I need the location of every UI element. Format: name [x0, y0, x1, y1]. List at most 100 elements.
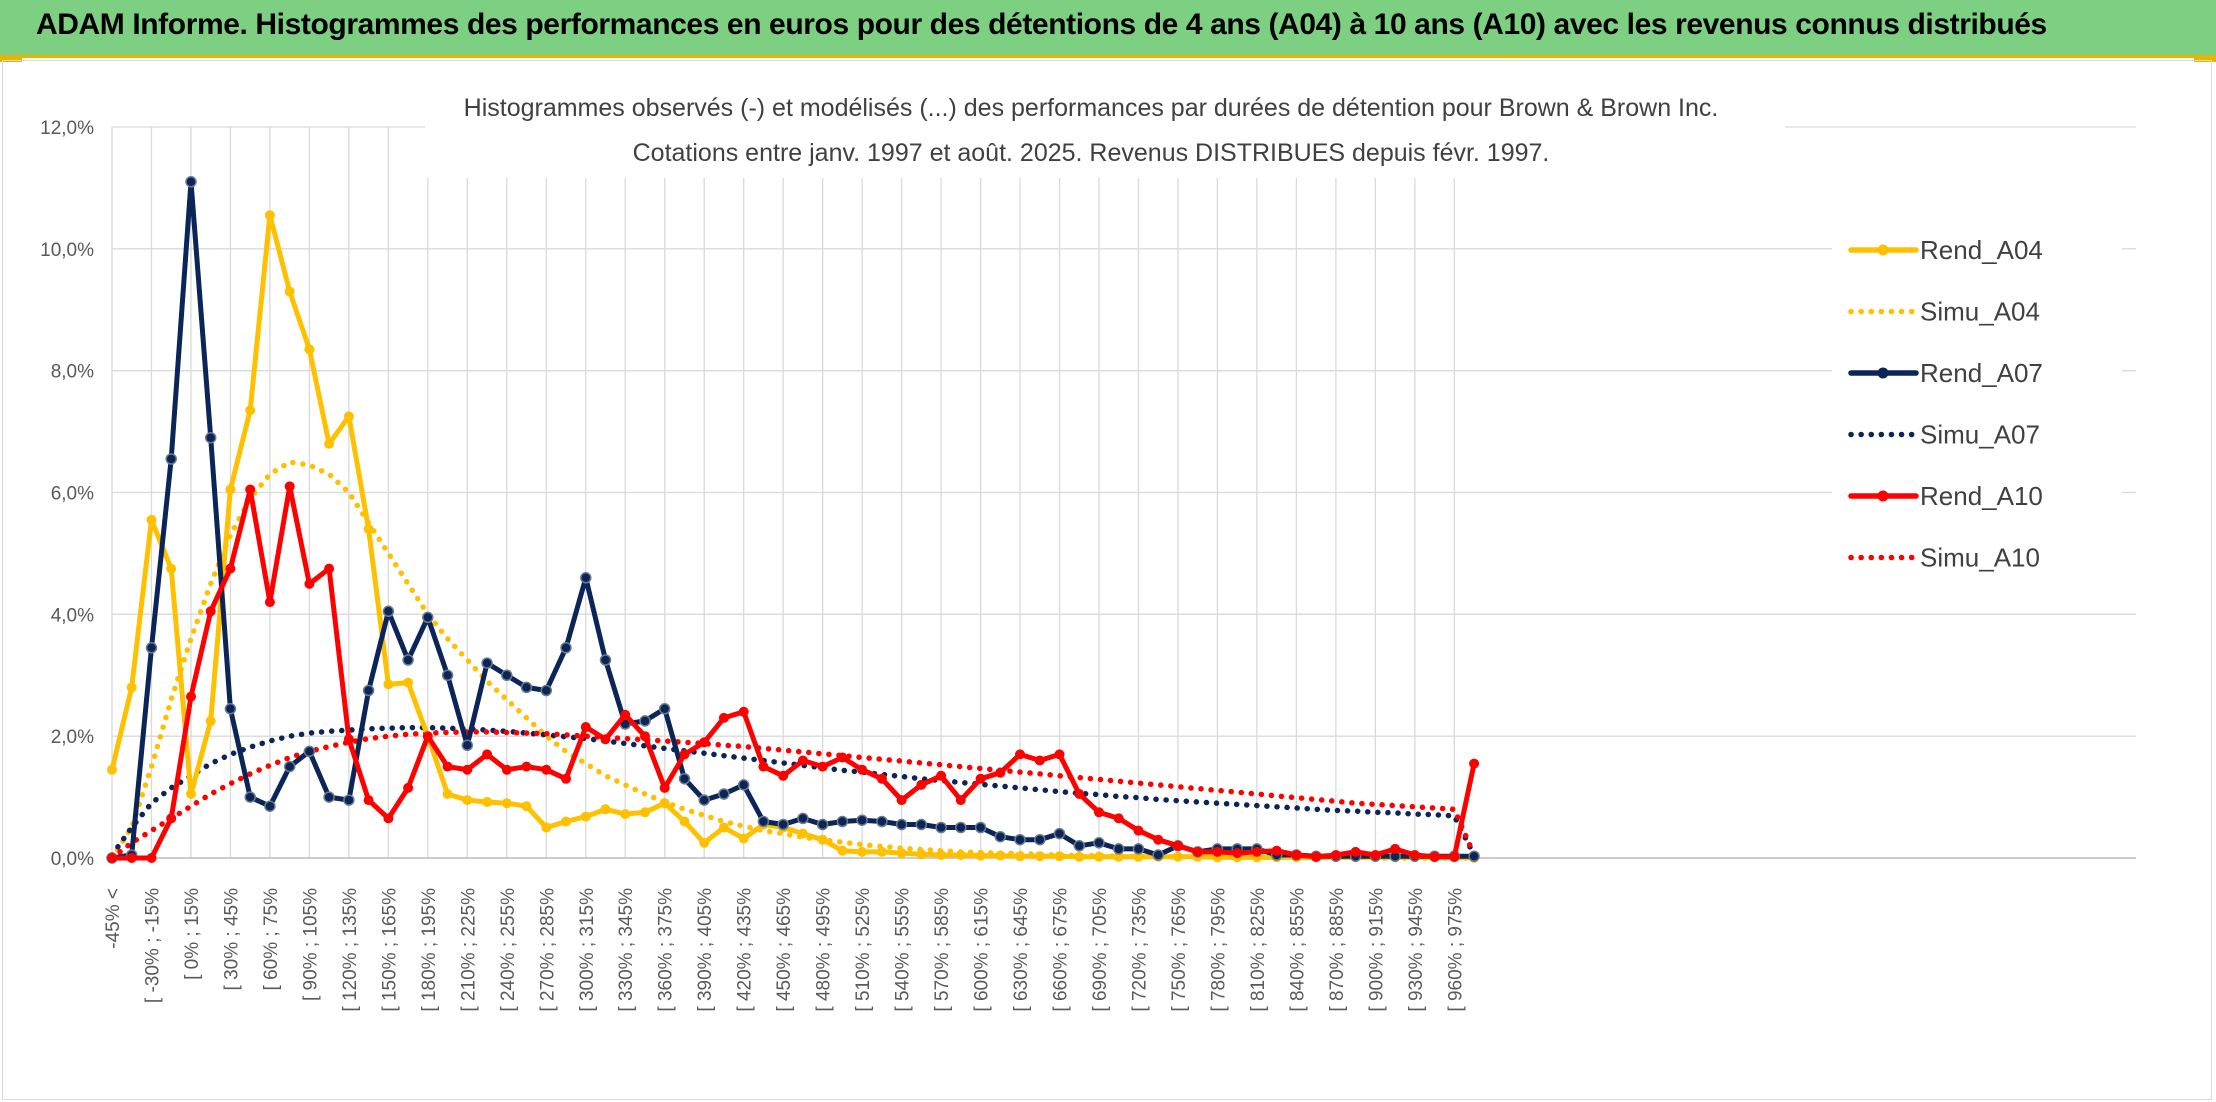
legend-label-rend-a07: Rend_A07	[1920, 358, 2043, 388]
data-point-rend-a07	[501, 669, 513, 682]
data-point-rend-a07	[1132, 843, 1145, 855]
legend-label-rend-a10: Rend_A10	[1920, 481, 2043, 511]
y-tick-label: 0,0%	[51, 849, 94, 870]
data-point-rend-a04	[1034, 851, 1045, 862]
data-point-rend-a10	[679, 749, 690, 760]
data-point-rend-a04	[837, 845, 848, 856]
data-point-rend-a10	[837, 752, 848, 763]
data-point-rend-a10	[107, 853, 117, 863]
y-axis: 0,0% 2,0% 4,0% 6,0% 8,0% 10,0% 12,0%	[40, 118, 94, 870]
data-point-rend-a10	[857, 764, 868, 775]
legend-marker	[1877, 367, 1889, 379]
data-point-rend-a07	[757, 815, 770, 828]
data-point-rend-a10	[245, 484, 256, 495]
data-point-rend-a10	[1212, 846, 1223, 857]
data-point-rend-a04	[659, 798, 670, 809]
x-tick-label: [ 630% ; 645%	[1011, 888, 1032, 1012]
x-tick-label: [ 780% ; 795%	[1208, 888, 1229, 1012]
y-tick-label: 2,0%	[51, 727, 94, 748]
data-point-rend-a07	[915, 818, 928, 831]
data-point-rend-a10	[422, 731, 433, 742]
legend-label-rend-a04: Rend_A04	[1920, 235, 2043, 265]
title-backdrop	[425, 86, 1785, 178]
data-point-rend-a04	[126, 682, 137, 693]
data-point-rend-a10	[1153, 834, 1164, 845]
x-tick-label: [ 450% ; 465%	[774, 888, 795, 1012]
data-point-rend-a04	[955, 850, 966, 860]
data-point-rend-a10	[146, 853, 157, 863]
data-point-rend-a07	[580, 572, 592, 584]
data-point-rend-a10	[1232, 848, 1243, 859]
data-point-rend-a04	[936, 850, 947, 860]
data-point-rend-a04	[699, 837, 710, 848]
data-point-rend-a10	[620, 709, 631, 720]
x-tick-label: [ 0% ; 15%	[182, 888, 203, 980]
data-point-rend-a07	[1034, 833, 1046, 846]
x-tick-label: [ 210% ; 225%	[458, 888, 479, 1012]
data-point-rend-a04	[264, 210, 275, 221]
data-point-rend-a10	[817, 761, 828, 772]
series-line-simu-a04	[109, 459, 1477, 861]
data-point-rend-a10	[1113, 813, 1124, 824]
chart-subtitle: Cotations entre janv. 1997 et août. 2025…	[633, 139, 1550, 167]
data-point-rend-a07	[520, 681, 533, 694]
data-point-rend-a04	[1133, 851, 1144, 862]
data-point-rend-a07	[895, 818, 908, 831]
data-point-rend-a07	[1014, 833, 1026, 846]
data-point-rend-a10	[778, 770, 789, 781]
data-point-rend-a10	[1449, 851, 1460, 862]
data-point-rend-a07	[599, 654, 612, 666]
data-point-rend-a10	[1034, 755, 1045, 766]
data-point-rend-a07	[323, 791, 335, 803]
data-point-rend-a10	[166, 813, 177, 824]
data-point-rend-a07	[560, 642, 572, 654]
data-point-rend-a10	[1291, 850, 1302, 860]
data-point-rend-a04	[896, 848, 907, 859]
grid-lines	[111, 126, 2136, 859]
data-point-rend-a07	[441, 669, 454, 682]
data-point-rend-a04	[343, 411, 354, 422]
data-point-rend-a04	[679, 816, 690, 827]
data-point-rend-a10	[482, 749, 493, 760]
data-point-rend-a10	[995, 767, 1006, 778]
data-point-rend-a10	[1173, 840, 1183, 851]
data-point-rend-a10	[955, 795, 966, 806]
data-point-rend-a10	[186, 691, 196, 702]
data-point-rend-a04	[620, 809, 631, 820]
data-point-rend-a07	[955, 821, 967, 834]
data-point-rend-a04	[561, 816, 571, 827]
data-point-rend-a04	[245, 405, 256, 416]
data-point-rend-a10	[1251, 846, 1262, 857]
data-point-rend-a07	[362, 684, 375, 697]
data-point-rend-a10	[521, 761, 532, 772]
data-point-rend-a10	[343, 734, 354, 745]
data-point-rend-a04	[718, 822, 729, 833]
data-point-rend-a04	[304, 344, 315, 355]
data-point-rend-a04	[857, 846, 868, 857]
data-point-rend-a10	[363, 795, 374, 806]
data-point-rend-a07	[382, 605, 395, 618]
data-point-rend-a10	[264, 597, 275, 608]
data-point-rend-a04	[876, 846, 887, 857]
data-point-rend-a04	[600, 804, 611, 815]
data-point-rend-a10	[284, 481, 295, 492]
data-point-rend-a04	[146, 514, 157, 525]
data-point-rend-a07	[1468, 850, 1480, 862]
data-point-rend-a04	[442, 789, 453, 799]
data-point-rend-a07	[422, 611, 434, 624]
data-point-rend-a10	[561, 773, 571, 784]
chart-title: Histogrammes observés (-) et modélisés (…	[464, 94, 1719, 122]
data-point-rend-a10	[1469, 758, 1480, 769]
data-point-rend-a10	[936, 770, 947, 781]
data-point-rend-a10	[896, 795, 907, 806]
data-point-rend-a07	[224, 703, 237, 715]
data-point-rend-a07	[718, 788, 730, 800]
x-tick-label: [ 420% ; 435%	[735, 888, 756, 1012]
data-point-rend-a07	[816, 818, 829, 831]
data-point-rend-a04	[462, 795, 473, 806]
data-point-rend-a04	[580, 811, 591, 822]
data-point-rend-a07	[777, 818, 789, 831]
data-point-rend-a04	[1173, 851, 1183, 862]
x-tick-label: [ 30% ; 45%	[221, 888, 242, 991]
x-tick-label: [ 360% ; 375%	[656, 888, 677, 1012]
